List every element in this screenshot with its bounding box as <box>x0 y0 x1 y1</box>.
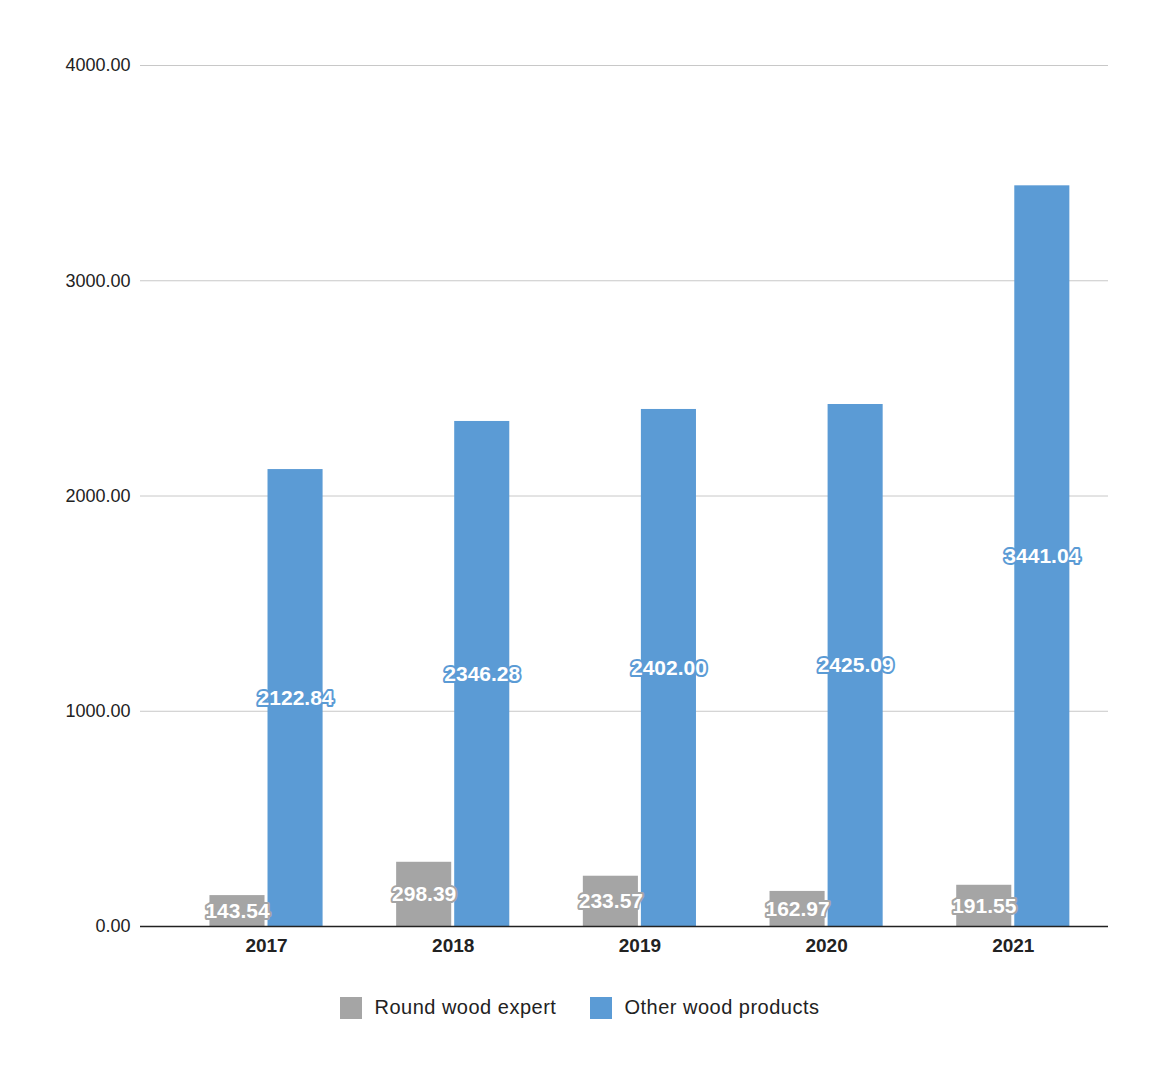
html-text:Other wood products: Other wood products <box>624 996 820 1018</box>
svg-text:233.57: 233.57 <box>579 889 643 912</box>
svg-text:4000.00: 4000.00 <box>65 55 130 75</box>
svg-text:143.54: 143.54 <box>205 899 270 922</box>
svg-text:2425.09: 2425.09 <box>818 653 894 676</box>
svg-text:2017: 2017 <box>245 935 287 956</box>
svg-text:298.39: 298.39 <box>392 882 456 905</box>
svg-text:1000.00: 1000.00 <box>65 701 130 721</box>
svg-text:191.55: 191.55 <box>952 894 1017 917</box>
svg-text:162.97: 162.97 <box>765 897 829 920</box>
svg-text:2122.84: 2122.84 <box>258 686 334 709</box>
svg-text:2402.00: 2402.00 <box>631 656 707 679</box>
svg-text:2019: 2019 <box>619 935 661 956</box>
svg-text:0.00: 0.00 <box>95 916 130 936</box>
svg-text:2346.28: 2346.28 <box>444 662 520 685</box>
svg-text:2018: 2018 <box>432 935 474 956</box>
svg-text:3441.04: 3441.04 <box>1004 544 1080 567</box>
svg-text:2000.00: 2000.00 <box>65 486 130 506</box>
svg-text:2021: 2021 <box>992 935 1035 956</box>
svg-text:2020: 2020 <box>805 935 847 956</box>
html-text:Round wood expert: Round wood expert <box>374 996 557 1018</box>
svg-text:3000.00: 3000.00 <box>65 271 130 291</box>
